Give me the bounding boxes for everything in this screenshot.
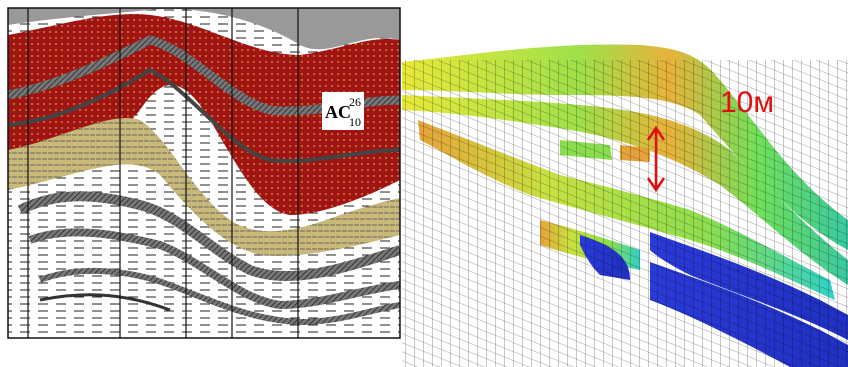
layer-label-sub: 10	[349, 115, 361, 129]
layer-label: AC	[325, 102, 351, 122]
page: AC 26 10 10м (() => { const data = JSON.…	[0, 0, 848, 367]
grid-model	[402, 45, 848, 367]
figure: AC 26 10 10м	[0, 0, 848, 367]
scale-label: 10м	[720, 86, 774, 119]
cross-section	[8, 8, 400, 338]
layer-label-sup: 26	[349, 95, 361, 109]
